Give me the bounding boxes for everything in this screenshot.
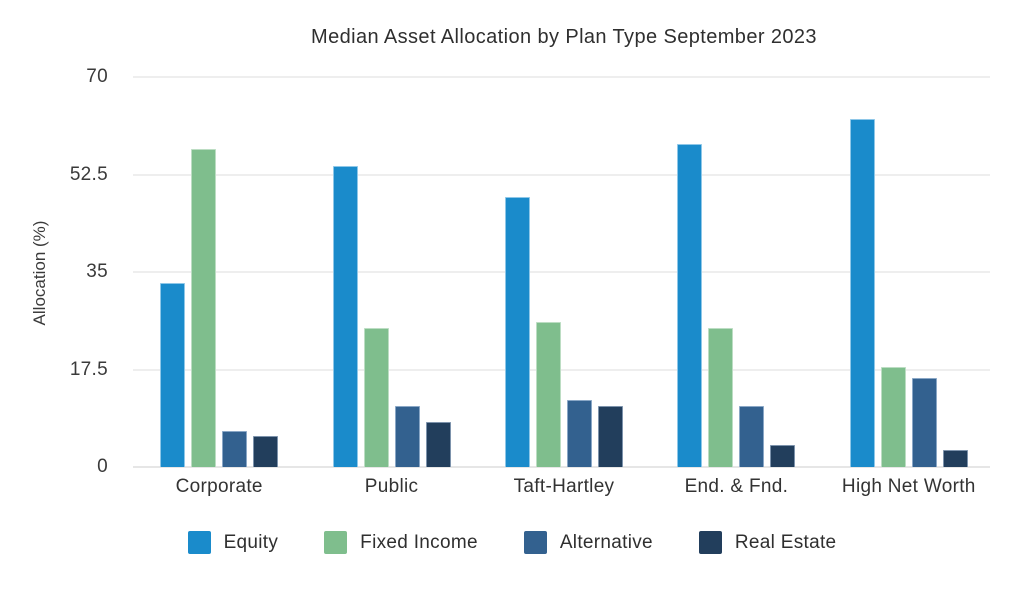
bar-fixed-income-taft-hartley: [535, 322, 561, 467]
plot-area: [133, 76, 995, 468]
y-tick-label-35: 35: [86, 261, 108, 282]
bar-fixed-income-corporate: [191, 149, 217, 467]
bar-fixed-income-high-net-worth: [880, 366, 906, 467]
y-tick-label-70: 70: [86, 66, 108, 87]
legend-label-real-estate: Real Estate: [734, 531, 837, 553]
bar-group-end-fnd: [650, 77, 822, 467]
gridline-0: [133, 466, 990, 468]
x-axis-label-end-fnd: End. & Fnd.: [684, 476, 789, 497]
gridline-35: [133, 271, 990, 273]
bar-equity-taft-hartley: [504, 196, 530, 467]
bar-group-corporate: [133, 77, 305, 467]
bar-real-estate-public: [425, 422, 451, 467]
legend-item-equity[interactable]: Equity: [187, 531, 279, 554]
legend-swatch-fixed-income: [324, 531, 348, 554]
legend-swatch-real-estate: [698, 531, 722, 554]
bar-group-public: [305, 77, 477, 467]
bar-alternative-taft-hartley: [566, 400, 592, 467]
bar-equity-end-fnd: [677, 143, 703, 467]
bar-equity-public: [332, 166, 358, 467]
bar-alternative-end-fnd: [739, 405, 765, 467]
bar-real-estate-corporate: [253, 436, 279, 467]
bar-real-estate-taft-hartley: [597, 405, 623, 467]
bar-fixed-income-public: [363, 327, 389, 467]
gridline-70: [133, 76, 990, 78]
y-tick-label-0: 0: [97, 456, 108, 477]
legend-item-fixed-income[interactable]: Fixed Income: [324, 531, 478, 554]
legend-label-alternative: Alternative: [559, 531, 653, 553]
bar-alternative-high-net-worth: [911, 377, 937, 467]
legend-swatch-alternative: [523, 531, 547, 554]
x-axis-label-high-net-worth: High Net Worth: [841, 476, 976, 497]
bar-group-taft-hartley: [478, 77, 650, 467]
legend-swatch-equity: [187, 531, 211, 554]
x-axis-label-public: Public: [364, 476, 419, 497]
x-axis-label-taft-hartley: Taft-Hartley: [513, 476, 615, 497]
bar-real-estate-end-fnd: [770, 444, 796, 467]
bar-real-estate-high-net-worth: [942, 450, 968, 467]
y-tick-label-52.5: 52.5: [69, 163, 108, 185]
bar-alternative-corporate: [222, 430, 248, 467]
y-axis-ticks: 0 17.5 35 52.5 70: [0, 66, 108, 477]
legend-label-equity: Equity: [223, 531, 279, 553]
bar-group-high-net-worth: [823, 77, 995, 467]
gridline-52.5: [133, 173, 990, 176]
y-tick-label-17.5: 17.5: [69, 358, 108, 380]
gridline-17.5: [133, 368, 990, 371]
x-axis-labels: Corporate Public Taft-Hartley End. & Fnd. Hi…: [133, 476, 995, 504]
x-axis-label-corporate: Corporate: [175, 476, 263, 497]
bar-equity-corporate: [160, 283, 186, 467]
legend: Equity Fixed Income Alternative Real Estate: [0, 531, 1024, 554]
bar-alternative-public: [394, 405, 420, 467]
chart-title: Median Asset Allocation by Plan Type Sep…: [311, 26, 817, 48]
legend-label-fixed-income: Fixed Income: [360, 531, 478, 553]
bar-equity-high-net-worth: [849, 118, 875, 467]
legend-item-alternative[interactable]: Alternative: [523, 531, 653, 554]
legend-item-real-estate[interactable]: Real Estate: [698, 531, 837, 554]
bar-fixed-income-end-fnd: [708, 327, 734, 467]
